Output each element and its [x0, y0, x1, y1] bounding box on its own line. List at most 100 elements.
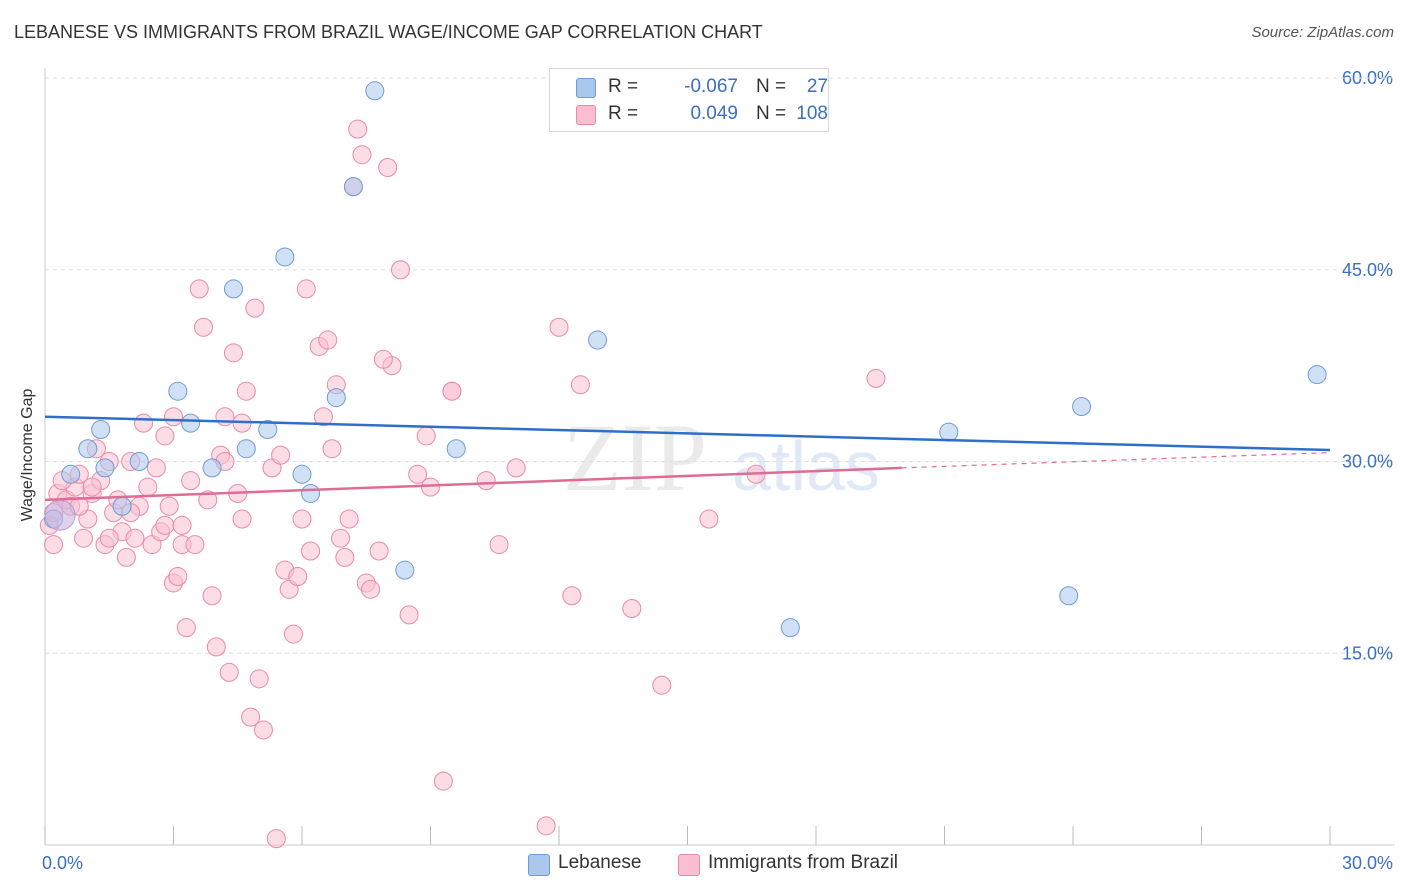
brazil-point [408, 464, 428, 484]
brazil-point [168, 567, 188, 587]
brazil-point [283, 624, 303, 644]
brazil-point [570, 375, 590, 395]
lebanese-point [181, 413, 201, 433]
brazil-point [99, 528, 119, 548]
brazil-point [138, 477, 158, 497]
brazil-point [164, 407, 183, 427]
brazil-point [549, 317, 569, 337]
brazil-point [433, 771, 453, 791]
brazil-point [442, 381, 462, 401]
brazil-point [416, 426, 436, 446]
lebanese-point [275, 247, 295, 267]
brazil-point [249, 669, 269, 689]
brazil-point [206, 637, 226, 657]
brazil-point [476, 471, 496, 491]
brazil-point [236, 381, 256, 401]
lebanese-point [78, 439, 98, 459]
brazil-point [74, 528, 94, 548]
brazil-point [198, 490, 218, 510]
chart-title: LEBANESE VS IMMIGRANTS FROM BRAZIL WAGE/… [14, 22, 763, 42]
brazil-point [339, 509, 359, 529]
brazil-point [125, 528, 145, 548]
brazil-point [373, 349, 393, 369]
brazil-point [352, 145, 372, 165]
brazil-point [421, 477, 440, 497]
lebanese-point [939, 422, 959, 442]
lebanese-point [780, 618, 800, 638]
lebanese-trendline [44, 415, 1331, 452]
lebanese-point [61, 464, 81, 484]
brazil-point [296, 279, 316, 299]
brazil-point [134, 413, 154, 433]
brazil-point [185, 535, 205, 555]
lebanese-point [223, 279, 243, 299]
brazil-point [622, 599, 642, 619]
brazil-point [176, 618, 196, 638]
brazil-point [193, 317, 213, 337]
brazil-point [318, 330, 338, 350]
brazil-point [181, 471, 201, 491]
brazil-point [506, 458, 526, 478]
legend-n-label: N = [756, 76, 787, 97]
brazil-point [155, 426, 175, 446]
brazil-point [369, 541, 389, 561]
brazil-point [313, 407, 333, 427]
legend-n-label: N = [756, 103, 787, 124]
brazil-point [82, 477, 102, 497]
brazil-point [215, 407, 235, 427]
watermark-zip: ZIP [563, 404, 707, 511]
brazil-point [253, 720, 273, 740]
brazil-point [172, 515, 192, 535]
series-label-brazil: Immigrants from Brazil [708, 852, 899, 873]
brazil-point [301, 541, 321, 561]
brazil-point [245, 298, 265, 318]
legend-r-value: -0.067 [684, 76, 738, 97]
brazil-point [399, 605, 419, 625]
brazil-point [391, 260, 411, 280]
legend-r-label: R = [608, 103, 639, 124]
lebanese-point [395, 560, 415, 580]
brazil-point [378, 157, 398, 177]
y-tick-label: 45.0% [1342, 260, 1393, 280]
x-tick-label: 30.0% [1342, 853, 1393, 873]
y-tick-label: 30.0% [1342, 452, 1393, 472]
brazil-trendline [44, 466, 902, 502]
lebanese-point [1059, 586, 1079, 606]
legend-swatch-brazil [576, 105, 596, 125]
lebanese-point [258, 420, 278, 440]
lebanese-point [95, 458, 115, 478]
lebanese-point [91, 420, 111, 440]
brazil-point [348, 119, 368, 139]
brazil-point [331, 528, 351, 548]
brazil-point [189, 279, 209, 299]
brazil-point [271, 445, 291, 465]
brazil-point [335, 547, 355, 567]
brazil-point [232, 509, 252, 529]
lebanese-point [588, 330, 608, 350]
legend-swatch-lebanese [576, 78, 596, 98]
cluster-point [44, 499, 76, 531]
legend-r-value: 0.049 [690, 103, 738, 124]
lebanese-point [202, 458, 222, 478]
brazil-point [322, 439, 342, 459]
brazil-point [361, 579, 381, 599]
brazil-trendline-extension [901, 451, 1331, 469]
lebanese-point [112, 496, 132, 516]
series-swatch-lebanese [528, 854, 550, 876]
brazil-point [866, 368, 886, 388]
lebanese-point [446, 439, 466, 459]
lebanese-point [326, 388, 346, 408]
lebanese-point [343, 177, 363, 197]
brazil-point [266, 829, 286, 849]
brazil-point [536, 816, 556, 836]
legend-r-label: R = [608, 76, 639, 97]
brazil-point [699, 509, 719, 529]
lebanese-point [168, 381, 188, 401]
brazil-point [223, 343, 243, 363]
lebanese-point [236, 439, 256, 459]
lebanese-point [365, 81, 385, 101]
correlation-legend: R = -0.067 N = 27 R = 0.049 N = 108 [549, 68, 829, 132]
brazil-point [159, 496, 179, 516]
brazil-point [44, 535, 64, 555]
